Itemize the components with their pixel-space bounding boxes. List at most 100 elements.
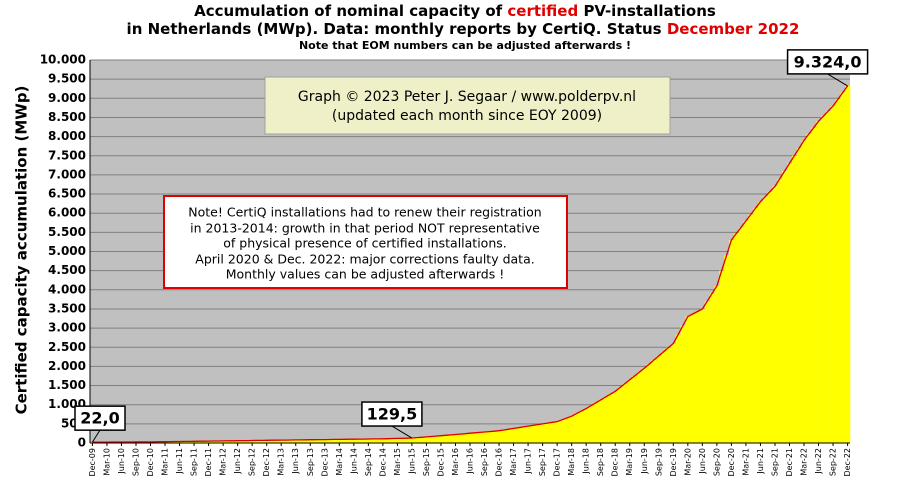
x-tick-label: Sep-19	[654, 448, 663, 476]
bar	[661, 351, 667, 443]
x-tick-label: Sep-15	[422, 448, 431, 476]
y-tick-label: 7.500	[48, 148, 86, 162]
bar	[845, 85, 851, 443]
bar	[627, 379, 633, 443]
bar	[646, 364, 652, 443]
x-tick-label: Dec-12	[262, 448, 271, 477]
x-tick-label: Jun-14	[349, 448, 358, 475]
y-tick-label: 9.500	[48, 72, 86, 86]
bar	[273, 440, 280, 443]
bar	[259, 440, 265, 443]
bar	[322, 439, 328, 443]
x-tick-label: Sep-14	[364, 448, 373, 476]
bar	[433, 436, 439, 443]
y-tick-label: 6.000	[48, 206, 86, 220]
bar	[656, 355, 662, 443]
bar	[230, 440, 236, 443]
copyright-text: Graph © 2023 Peter J. Segaar / www.polde…	[298, 89, 636, 105]
value-label-box	[74, 405, 126, 431]
bar	[211, 441, 217, 443]
x-tick-label: Dec-10	[146, 448, 155, 477]
bar	[467, 433, 473, 443]
bar	[283, 440, 289, 443]
bar	[390, 438, 396, 443]
bar	[540, 423, 546, 443]
bar	[772, 186, 778, 443]
bar	[603, 397, 609, 443]
bar	[762, 196, 769, 443]
x-tick-label: Sep-21	[770, 448, 779, 476]
bar	[549, 422, 556, 443]
bar	[201, 441, 207, 443]
bar	[327, 439, 333, 443]
x-tick-label: Sep-10	[131, 448, 140, 476]
bar	[225, 440, 231, 443]
bar	[758, 201, 764, 443]
x-tick-label: Sep-11	[190, 448, 199, 476]
x-tick-label: Mar-17	[509, 448, 518, 476]
bar	[666, 347, 672, 443]
bar	[399, 438, 405, 443]
y-tick-label: 0	[78, 436, 86, 450]
bar	[157, 441, 163, 443]
bar	[806, 134, 812, 443]
bar	[675, 334, 681, 443]
bar	[714, 285, 720, 443]
bar	[632, 375, 638, 443]
bar	[501, 429, 507, 443]
bar	[419, 437, 425, 443]
x-tick-label: Mar-13	[277, 448, 286, 476]
y-tick-label: 3.500	[48, 301, 86, 315]
bar	[240, 440, 246, 443]
bar	[302, 439, 309, 443]
bar	[191, 441, 197, 443]
bar	[704, 301, 710, 443]
bar	[288, 440, 294, 443]
note-text: Monthly values can be adjusted afterward…	[226, 267, 505, 282]
bar	[385, 438, 391, 443]
bar	[215, 440, 222, 443]
bar	[820, 116, 827, 443]
bar	[428, 436, 434, 443]
bar	[607, 394, 614, 443]
bar	[264, 440, 270, 443]
x-tick-label: Jun-18	[582, 448, 591, 475]
label-leader	[91, 429, 101, 443]
bar	[269, 440, 275, 443]
bar	[307, 439, 313, 443]
bar	[559, 419, 565, 443]
bar	[293, 439, 299, 443]
bar	[578, 411, 585, 443]
bar	[733, 233, 739, 443]
bar	[830, 105, 836, 444]
bar	[375, 438, 381, 443]
bar	[835, 99, 841, 443]
bar	[719, 270, 725, 443]
bar	[617, 387, 623, 443]
x-tick-label: Mar-10	[102, 448, 111, 476]
x-tick-label: Dec-14	[378, 448, 387, 477]
x-tick-label: Jun-20	[698, 448, 707, 475]
bar	[186, 441, 192, 443]
bar	[651, 360, 657, 443]
x-tick-label: Sep-20	[712, 448, 721, 476]
bar	[254, 440, 260, 443]
x-tick-label: Jun-17	[524, 448, 533, 475]
bar	[690, 314, 696, 443]
bar	[598, 399, 604, 443]
x-tick-label: Jun-19	[640, 448, 649, 475]
label-leader	[391, 425, 413, 439]
bar	[448, 434, 454, 443]
y-tick-label: 7.000	[48, 167, 86, 181]
bar	[453, 434, 459, 443]
bar	[520, 426, 526, 443]
y-tick-label: 6.500	[48, 187, 86, 201]
y-tick-label: 4.000	[48, 282, 86, 296]
bar	[748, 214, 754, 443]
bar	[482, 431, 488, 443]
x-tick-label: Jun-22	[814, 448, 823, 475]
bar	[414, 437, 420, 443]
x-tick-label: Mar-19	[625, 448, 634, 476]
bar	[515, 427, 522, 443]
copyright-box	[264, 76, 671, 135]
